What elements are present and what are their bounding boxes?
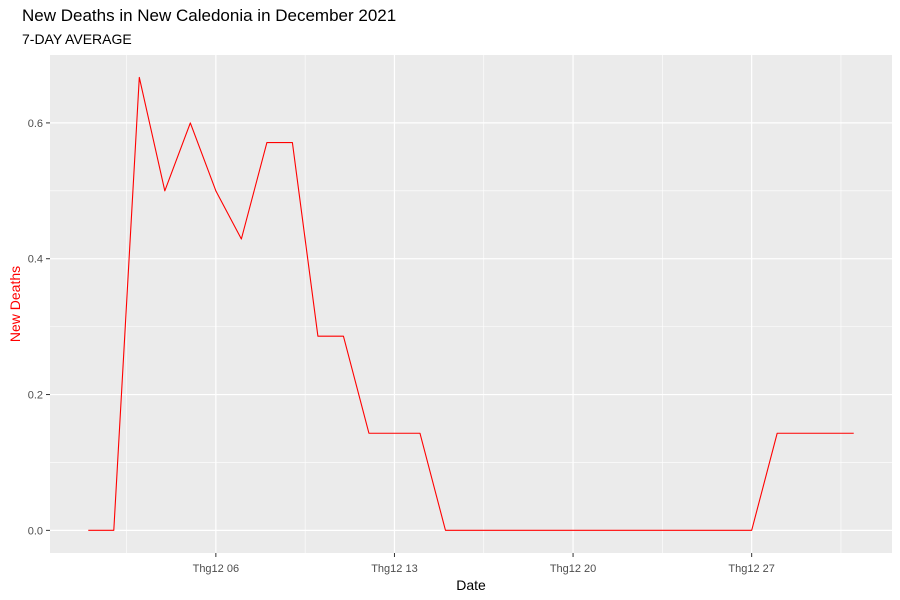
y-tick-label: 0.4 <box>28 254 43 266</box>
chart-title: New Deaths in New Caledonia in December … <box>22 6 397 25</box>
x-axis-title: Date <box>456 577 486 593</box>
x-tick-label: Thg12 27 <box>728 563 774 575</box>
series-line <box>88 76 854 531</box>
x-tick-label: Thg12 06 <box>193 563 239 575</box>
y-axis-title: New Deaths <box>7 266 23 342</box>
chart-subtitle: 7-DAY AVERAGE <box>22 31 132 47</box>
y-tick-label: 0.2 <box>28 390 43 402</box>
y-tick-label: 0.6 <box>28 118 43 130</box>
x-tick-label: Thg12 13 <box>371 563 417 575</box>
y-tick-label: 0.0 <box>28 525 43 537</box>
x-tick-label: Thg12 20 <box>550 563 596 575</box>
